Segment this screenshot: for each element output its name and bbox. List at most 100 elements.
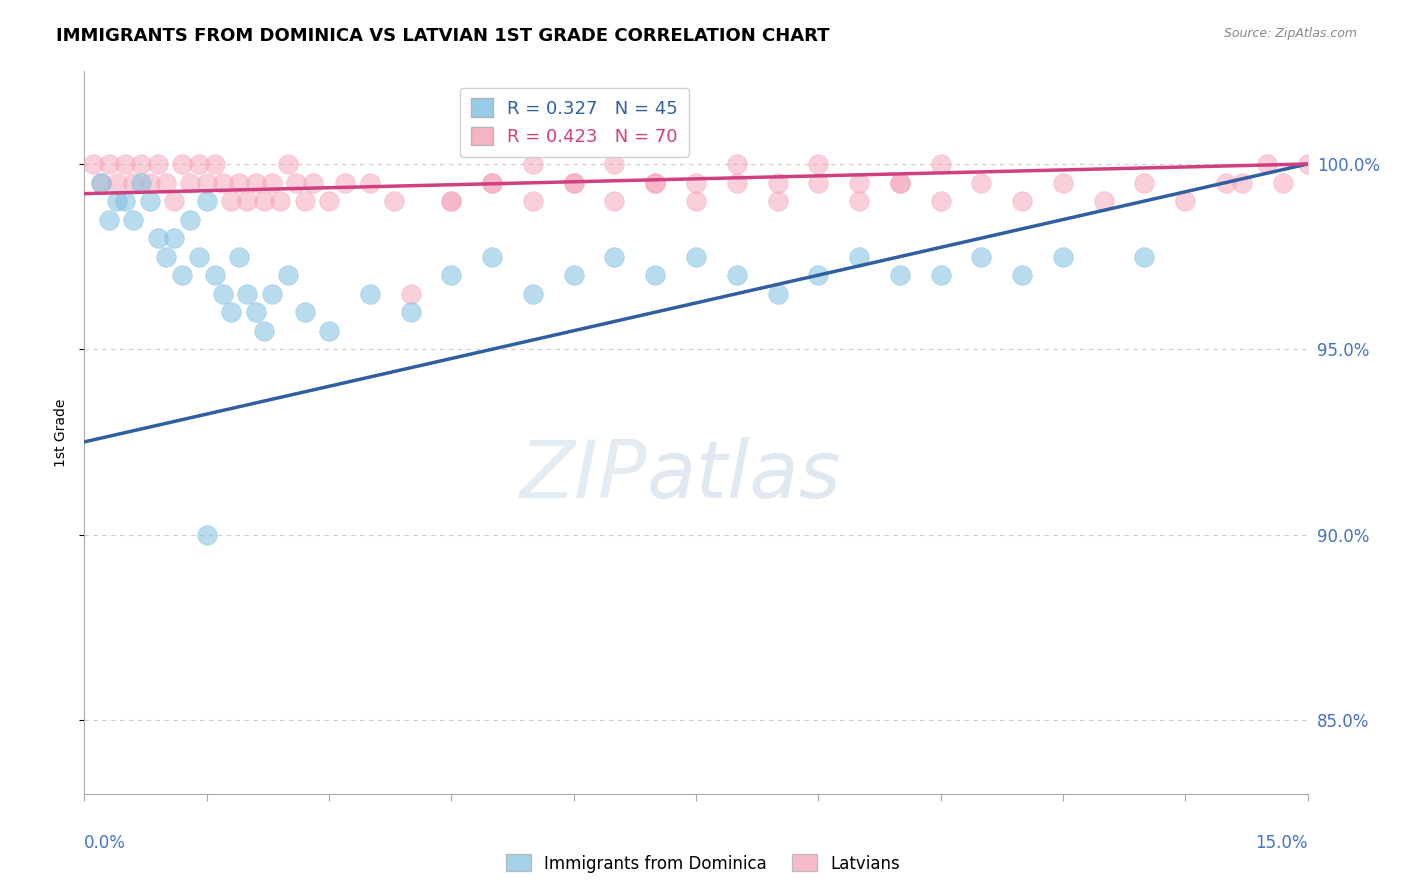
Point [155, 250, 177, 264]
Point [1232, 176, 1254, 190]
Text: ZIP: ZIP [520, 437, 647, 515]
Point [929, 194, 952, 208]
Point [228, 250, 250, 264]
Point [929, 268, 952, 282]
Point [146, 231, 169, 245]
Point [245, 305, 267, 319]
Point [163, 194, 186, 208]
Point [766, 194, 789, 208]
Point [481, 250, 503, 264]
Point [1092, 194, 1115, 208]
Point [889, 176, 911, 190]
Point [970, 250, 993, 264]
Point [603, 250, 626, 264]
Point [1011, 194, 1033, 208]
Point [382, 194, 405, 208]
Point [90, 176, 112, 190]
Point [82, 157, 104, 171]
Point [122, 212, 145, 227]
Point [1215, 176, 1237, 190]
Point [228, 176, 250, 190]
Point [294, 305, 316, 319]
Point [603, 157, 626, 171]
Point [236, 286, 259, 301]
Point [807, 157, 830, 171]
Point [163, 231, 186, 245]
Point [253, 194, 276, 208]
Point [359, 176, 381, 190]
Point [195, 176, 218, 190]
Point [644, 176, 666, 190]
Point [522, 157, 544, 171]
Point [685, 250, 707, 264]
Point [122, 176, 145, 190]
Point [1256, 157, 1278, 171]
Legend: R = 0.327   N = 45, R = 0.423   N = 70: R = 0.327 N = 45, R = 0.423 N = 70 [460, 87, 689, 157]
Point [399, 305, 422, 319]
Point [685, 194, 707, 208]
Point [90, 176, 112, 190]
Point [285, 176, 308, 190]
Point [260, 176, 283, 190]
Text: 0.0%: 0.0% [84, 834, 127, 852]
Point [179, 212, 201, 227]
Point [1052, 176, 1074, 190]
Point [260, 286, 283, 301]
Point [522, 194, 544, 208]
Point [725, 268, 748, 282]
Point [603, 194, 626, 208]
Point [219, 194, 242, 208]
Point [889, 268, 911, 282]
Point [889, 176, 911, 190]
Point [685, 176, 707, 190]
Point [114, 194, 136, 208]
Point [212, 286, 235, 301]
Legend: Immigrants from Dominica, Latvians: Immigrants from Dominica, Latvians [499, 847, 907, 880]
Point [195, 527, 218, 541]
Point [1133, 250, 1156, 264]
Point [172, 157, 194, 171]
Point [562, 268, 585, 282]
Point [219, 305, 242, 319]
Text: atlas: atlas [647, 437, 842, 515]
Text: 15.0%: 15.0% [1256, 834, 1308, 852]
Point [440, 194, 463, 208]
Point [294, 194, 316, 208]
Point [848, 194, 870, 208]
Point [562, 176, 585, 190]
Point [481, 176, 503, 190]
Point [970, 176, 993, 190]
Point [146, 157, 169, 171]
Point [440, 268, 463, 282]
Point [644, 176, 666, 190]
Point [1011, 268, 1033, 282]
Point [929, 157, 952, 171]
Point [277, 268, 299, 282]
Point [179, 176, 201, 190]
Point [172, 268, 194, 282]
Point [1174, 194, 1197, 208]
Point [481, 176, 503, 190]
Point [236, 194, 259, 208]
Point [195, 194, 218, 208]
Point [766, 286, 789, 301]
Point [848, 250, 870, 264]
Point [848, 176, 870, 190]
Point [155, 176, 177, 190]
Point [301, 176, 323, 190]
Point [318, 194, 340, 208]
Point [245, 176, 267, 190]
Point [725, 176, 748, 190]
Point [766, 176, 789, 190]
Point [1133, 176, 1156, 190]
Point [114, 157, 136, 171]
Point [440, 194, 463, 208]
Point [204, 157, 226, 171]
Point [105, 176, 128, 190]
Point [807, 268, 830, 282]
Point [522, 286, 544, 301]
Point [277, 157, 299, 171]
Point [138, 176, 160, 190]
Text: IMMIGRANTS FROM DOMINICA VS LATVIAN 1ST GRADE CORRELATION CHART: IMMIGRANTS FROM DOMINICA VS LATVIAN 1ST … [56, 27, 830, 45]
Point [399, 286, 422, 301]
